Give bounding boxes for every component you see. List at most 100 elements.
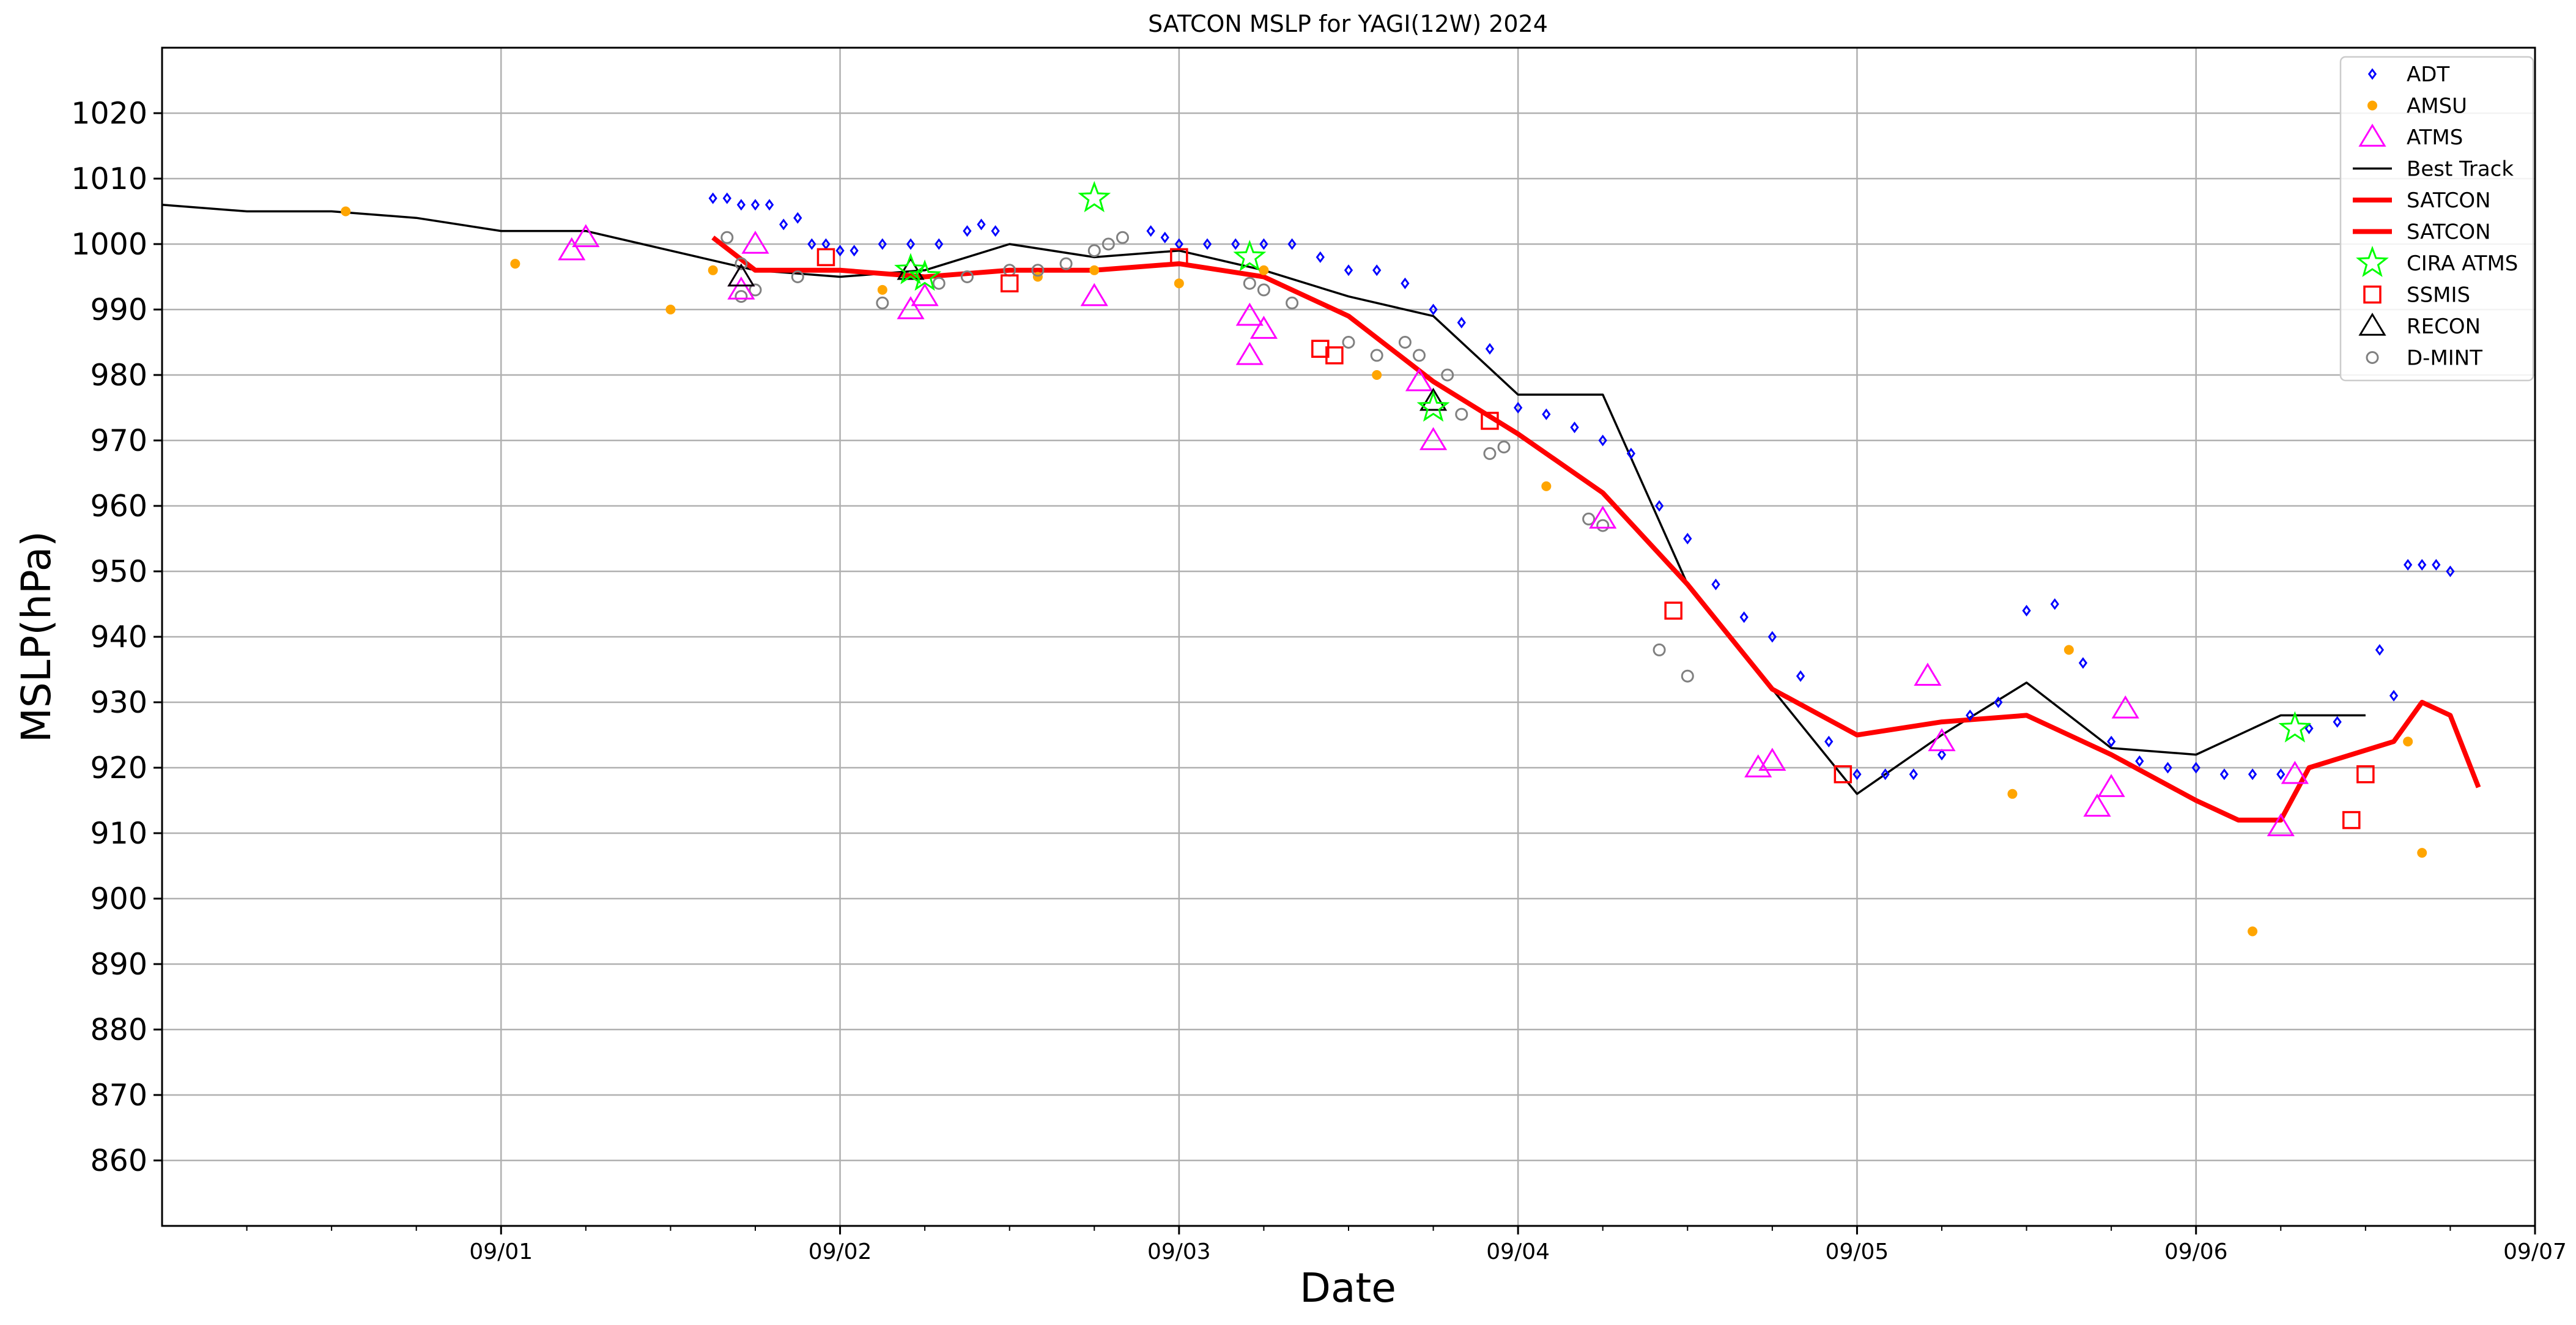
adt-point <box>2022 604 2031 617</box>
d-mint-point <box>1257 283 1270 297</box>
adt-point <box>991 225 1000 237</box>
ssmis-point <box>2342 811 2361 830</box>
atms-point <box>572 224 600 248</box>
y-tick-label: 950 <box>90 554 147 589</box>
adt-point <box>835 245 845 257</box>
adt-point <box>1626 447 1636 459</box>
adt-point <box>708 192 717 204</box>
adt-point <box>1824 735 1834 748</box>
atms-point <box>897 296 925 319</box>
amsu-point <box>665 305 676 314</box>
x-tick-label: 09/02 <box>809 1239 872 1264</box>
adt-point <box>849 245 859 257</box>
adt-point <box>1711 578 1720 590</box>
d-mint-point <box>1243 277 1256 290</box>
adt-point <box>1514 402 1523 414</box>
x-tick-label: 09/05 <box>1826 1239 1889 1264</box>
atms-point <box>1080 283 1108 306</box>
legend-label-cira-atms: CIRA ATMS <box>2407 251 2518 276</box>
adt-point <box>977 218 986 231</box>
adt-point <box>1767 631 1777 643</box>
ssmis-point <box>816 248 835 267</box>
legend-label-adt: ADT <box>2407 62 2449 87</box>
adt-point <box>2050 598 2059 610</box>
grid <box>162 48 2536 1226</box>
d-mint-point <box>1483 447 1497 460</box>
d-mint-point <box>1653 643 1666 656</box>
series-d-mint <box>720 231 1694 683</box>
legend-swatch-amsu <box>2367 100 2377 111</box>
atms-point <box>1235 341 1264 365</box>
amsu-point <box>1541 481 1552 491</box>
legend-label-recon: RECON <box>2407 314 2481 339</box>
legend-swatch-adt <box>2367 68 2377 80</box>
x-tick-label: 09/06 <box>2164 1239 2228 1264</box>
x-tick-label: 09/03 <box>1147 1239 1211 1264</box>
adt-point <box>1683 533 1692 544</box>
adt-point <box>1202 238 1212 250</box>
y-tick-label: 860 <box>90 1143 147 1178</box>
y-tick-label: 880 <box>90 1012 147 1047</box>
amsu-point <box>2248 926 2258 937</box>
adt-point <box>2389 689 2399 702</box>
legend-swatch-d-mint <box>2366 351 2379 364</box>
adt-point <box>1570 421 1579 434</box>
atms-point <box>2281 760 2309 784</box>
adt-point <box>2276 768 2285 781</box>
legend-label-atms: ATMS <box>2407 125 2463 150</box>
cira-atms-point <box>2278 711 2312 743</box>
legend-swatch-cira-atms <box>2356 245 2389 277</box>
adt-point <box>1852 768 1862 781</box>
atms-point <box>1249 316 1278 339</box>
atms-point <box>1235 302 1264 326</box>
y-tick-label: 1010 <box>71 161 147 196</box>
adt-point <box>807 238 816 250</box>
adt-point <box>1485 343 1495 355</box>
adt-point <box>2304 722 2314 735</box>
adt-point <box>2219 768 2229 781</box>
legend-swatch-recon <box>2358 313 2386 336</box>
y-tick-label: 980 <box>90 358 147 393</box>
adt-point <box>779 218 788 231</box>
adt-point <box>2135 755 2144 767</box>
adt-point <box>750 199 760 211</box>
d-mint-point <box>1087 244 1101 258</box>
ssmis-point <box>1000 274 1019 292</box>
adt-point <box>722 192 731 204</box>
d-mint-point <box>735 290 748 303</box>
adt-point <box>1146 225 1155 237</box>
adt-point <box>2432 559 2441 571</box>
d-mint-point <box>1342 336 1355 349</box>
atms-point <box>1928 728 1956 751</box>
adt-point <box>2163 762 2172 774</box>
amsu-point <box>1259 265 1269 275</box>
adt-point <box>1881 768 1890 781</box>
d-mint-point <box>1582 512 1596 525</box>
atms-point <box>1758 748 1786 771</box>
amsu-point <box>1089 265 1100 275</box>
atms-point <box>741 231 769 254</box>
d-mint-point <box>960 270 974 283</box>
atms-point <box>2083 793 2111 817</box>
adt-point <box>1259 238 1268 250</box>
y-tick-label: 910 <box>90 816 147 851</box>
series-ssmis <box>816 248 2375 830</box>
ssmis-point <box>1664 601 1682 620</box>
adt-point <box>1372 264 1382 277</box>
d-mint-point <box>1116 231 1129 244</box>
series-recon <box>727 256 1448 411</box>
adt-point <box>1401 277 1410 289</box>
atms-point <box>1419 427 1448 450</box>
d-mint-point <box>1059 257 1073 270</box>
series-amsu <box>341 206 2427 937</box>
d-mint-point <box>876 296 889 310</box>
axis-ticks: 860 870 880 890 900 910 920 930 940 950 960 970 980 9… <box>71 96 2567 1264</box>
amsu-point <box>2007 789 2018 799</box>
legend-swatch-atms <box>2358 124 2386 147</box>
d-mint-point <box>1596 519 1610 532</box>
legend: ADT AMSU ATMS Best Track SATCON SATCON CIRA AT… <box>2339 56 2534 382</box>
atms-point <box>2111 695 2139 719</box>
recon-point <box>1419 387 1448 411</box>
legend-label-satcon: SATCON <box>2407 188 2491 213</box>
